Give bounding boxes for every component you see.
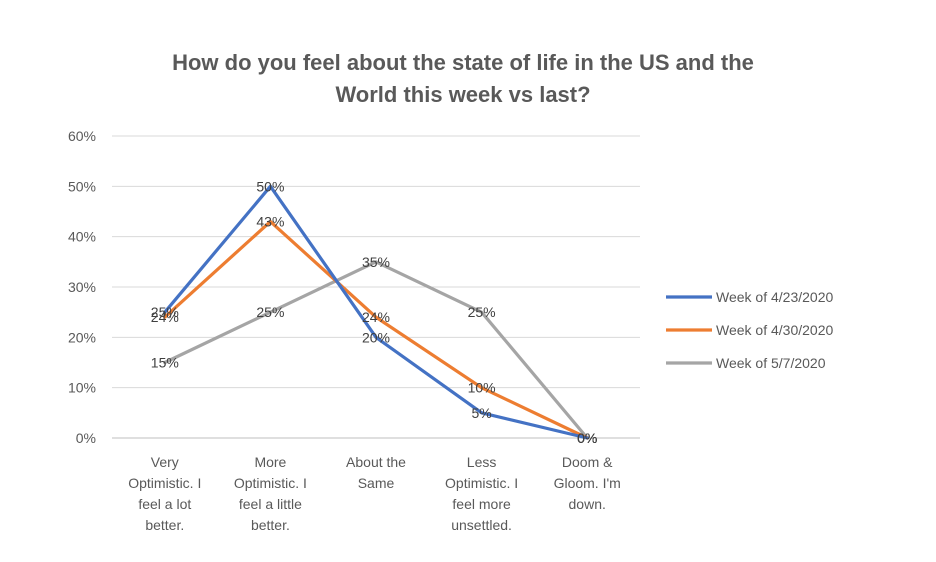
chart-title: How do you feel about the state of life …	[172, 50, 754, 107]
chart-title-line: How do you feel about the state of life …	[172, 50, 754, 75]
data-label: 43%	[256, 214, 284, 230]
y-tick-label: 10%	[68, 380, 96, 396]
data-label: 10%	[468, 380, 496, 396]
data-label: 35%	[362, 254, 390, 270]
data-label: 25%	[468, 304, 496, 320]
y-tick-label: 60%	[68, 128, 96, 144]
data-label: 25%	[151, 304, 179, 320]
y-tick-label: 50%	[68, 178, 96, 194]
chart-title-line: World this week vs last?	[335, 82, 590, 107]
y-axis-ticks: 0% 10% 20% 30% 40% 50% 60%	[68, 128, 96, 446]
data-label: 24%	[362, 309, 390, 325]
y-tick-label: 40%	[68, 229, 96, 245]
series-line	[163, 184, 589, 440]
x-tick-label: Doom & Gloom. I'm down.	[554, 454, 621, 512]
legend-label: Week of 4/23/2020	[716, 289, 833, 305]
data-label: 0%	[577, 430, 597, 446]
legend: Week of 4/23/2020 Week of 4/30/2020 Week o…	[666, 289, 833, 371]
legend-label: Week of 4/30/2020	[716, 322, 833, 338]
y-tick-label: 20%	[68, 329, 96, 345]
series-line	[163, 219, 589, 440]
y-tick-label: 0%	[76, 430, 96, 446]
data-label: 0%	[577, 430, 597, 446]
data-label: 50%	[256, 178, 284, 194]
data-label: 5%	[471, 405, 491, 421]
data-label: 24%	[151, 309, 179, 325]
x-tick-label: About the Same	[346, 454, 406, 491]
data-label: 20%	[362, 329, 390, 345]
gridlines	[112, 135, 640, 439]
legend-label: Week of 5/7/2020	[716, 355, 826, 371]
series-line	[163, 260, 589, 440]
series-lines	[163, 184, 589, 440]
data-label: 25%	[256, 304, 284, 320]
data-labels: 25%50%20%5%0%24%43%24%10%0%15%25%35%25%0…	[151, 178, 598, 446]
data-label: 0%	[577, 430, 597, 446]
y-tick-label: 30%	[68, 279, 96, 295]
data-label: 15%	[151, 355, 179, 371]
